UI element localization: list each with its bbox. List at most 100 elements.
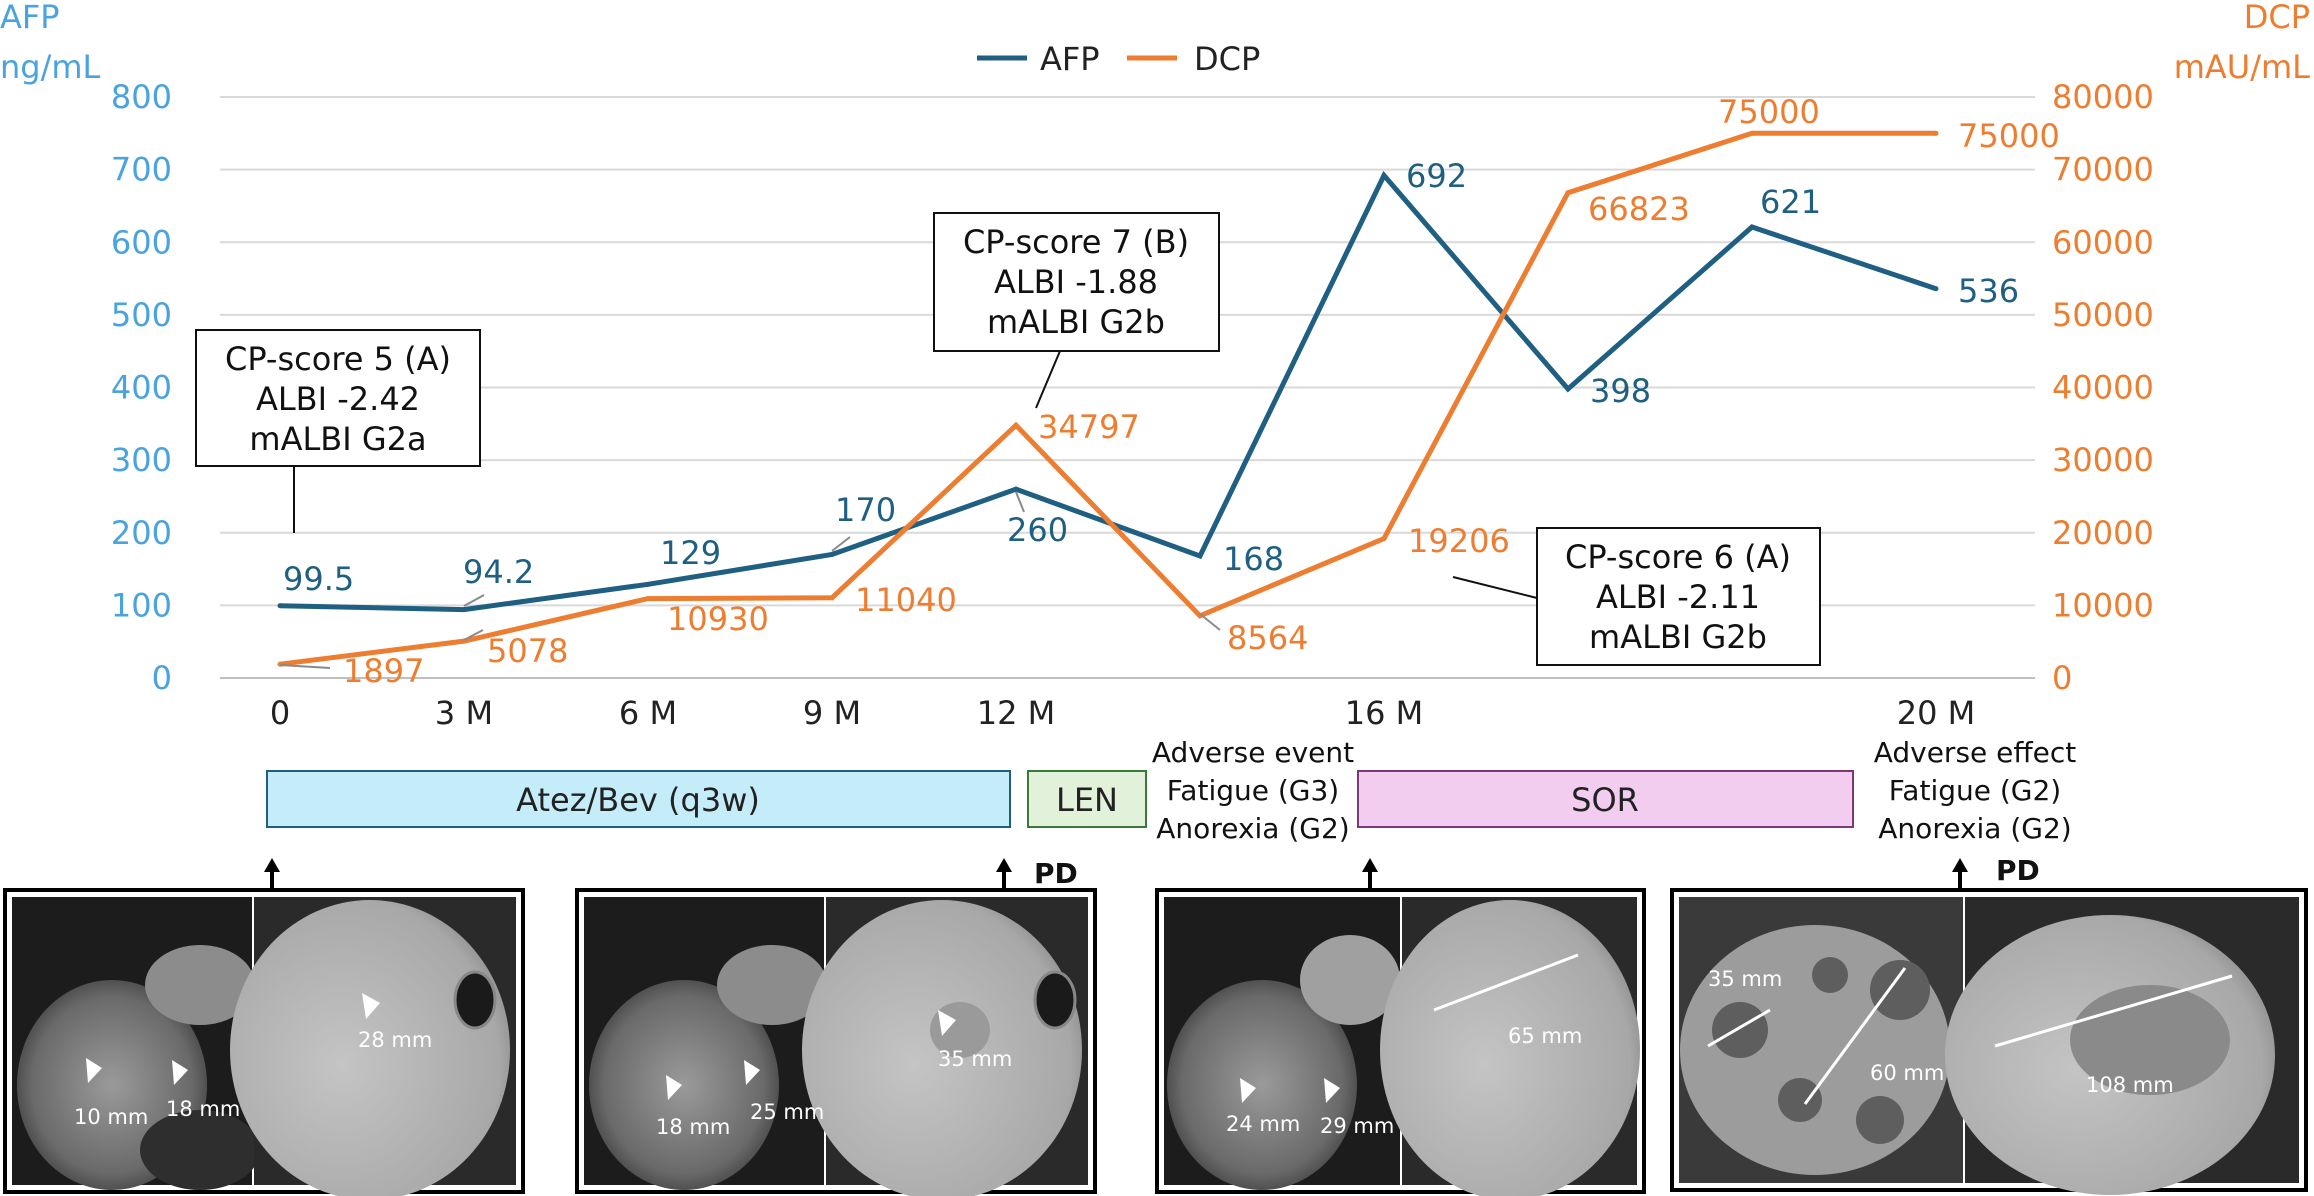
- annotation-text: ALBI -2.11: [1596, 578, 1760, 616]
- leader-line: [831, 536, 851, 552]
- scan-measurement: 35 mm: [1708, 967, 1782, 991]
- adverse-event-2: Adverse effect Fatigue (G2) Anorexia (G2…: [1874, 736, 2077, 845]
- up-arrow-icon: [1362, 858, 1378, 888]
- x-tick-label: 20 M: [1897, 694, 1976, 732]
- dcp-data-label: 11040: [855, 581, 957, 619]
- afp-point: [1013, 486, 1019, 492]
- y-right-title-1: DCP: [2244, 0, 2310, 36]
- scan-measurement: 18 mm: [166, 1097, 240, 1121]
- y-left-tick-label: 500: [111, 296, 172, 334]
- afp-point: [1933, 286, 1939, 292]
- y-right-tick-label: 0: [2052, 659, 2072, 697]
- pd-label: PD: [1034, 857, 1078, 890]
- scan-measurement: 25 mm: [750, 1100, 824, 1124]
- y-right-tick-label: 40000: [2052, 369, 2154, 407]
- x-ticks: 0 3 M 6 M 9 M 12 M 16 M 20 M: [270, 694, 1975, 732]
- y-right-tick-label: 60000: [2052, 223, 2154, 261]
- annotation-box-1: CP-score 5 (A) ALBI -2.42 mALBI G2a: [195, 329, 481, 533]
- dcp-series-line: [279, 130, 1936, 667]
- legend: AFP DCP: [977, 40, 1260, 78]
- afp-data-label: 621: [1760, 183, 1821, 221]
- y-left-tick-label: 600: [111, 223, 172, 261]
- dcp-point: [1749, 130, 1755, 136]
- y-left-ticks: 0 100 200 300 400 500 600 700 800: [111, 78, 172, 697]
- y-right-title-2: mAU/mL: [2174, 48, 2310, 86]
- up-arrow-icon: [996, 858, 1012, 888]
- afp-data-label: 168: [1223, 540, 1284, 578]
- afp-data-label: 129: [660, 534, 721, 572]
- y-right-tick-label: 30000: [2052, 441, 2154, 479]
- afp-data-label: 94.2: [463, 553, 534, 591]
- scan-measurement: 28 mm: [358, 1028, 432, 1052]
- scan-measurement: 108 mm: [2086, 1073, 2174, 1097]
- adverse-event-text: Fatigue (G2): [1889, 774, 2061, 807]
- dcp-data-label: 75000: [1958, 117, 2060, 155]
- dcp-data-label: 19206: [1408, 522, 1510, 560]
- legend-afp-label: AFP: [1040, 40, 1100, 78]
- afp-data-label: 170: [835, 491, 896, 529]
- afp-point: [829, 552, 835, 558]
- y-left-title-1: AFP: [0, 0, 60, 36]
- annotation-text: CP-score 5 (A): [225, 340, 451, 378]
- scan-panel-4: 35 mm 60 mm 108 mm: [1670, 888, 2308, 1195]
- y-right-ticks: 0 10000 20000 30000 40000 50000 60000 70000 8000…: [2052, 78, 2154, 697]
- y-left-title-2: ng/mL: [0, 48, 101, 86]
- adverse-event-text: Adverse event: [1152, 736, 1354, 769]
- leader-line: [463, 629, 484, 641]
- y-right-tick-label: 50000: [2052, 296, 2154, 334]
- scan-measurement: 65 mm: [1508, 1024, 1582, 1048]
- dcp-data-labels: 1897 5078 10930 11040 34797 8564 19206 6…: [343, 93, 2060, 690]
- afp-data-labels: 99.5 94.2 129 170 260 168 692 398 621 53…: [283, 157, 2019, 598]
- annotation-text: CP-score 7 (B): [963, 223, 1189, 261]
- afp-point: [277, 603, 283, 609]
- leader-line: [279, 664, 331, 669]
- leader-line: [1199, 613, 1221, 631]
- y-left-tick-label: 800: [111, 78, 172, 116]
- dcp-data-label: 1897: [343, 652, 424, 690]
- x-tick-label: 12 M: [977, 694, 1056, 732]
- dcp-data-label: 66823: [1588, 190, 1690, 228]
- scan-measurement: 24 mm: [1226, 1112, 1300, 1136]
- up-arrow-icon: [1952, 858, 1968, 888]
- scan-measurement: 18 mm: [656, 1115, 730, 1139]
- adverse-event-text: Anorexia (G2): [1878, 812, 2071, 845]
- y-left-tick-label: 400: [111, 369, 172, 407]
- treatment-bar-len: LEN: [1027, 770, 1147, 828]
- leader-line: [463, 594, 485, 607]
- afp-point: [1749, 224, 1755, 230]
- annotation-box-3: CP-score 6 (A) ALBI -2.11 mALBI G2b: [1452, 527, 1821, 666]
- y-left-tick-label: 200: [111, 514, 172, 552]
- treatment-label: LEN: [1056, 781, 1118, 819]
- afp-point: [1565, 386, 1571, 392]
- treatment-bar-sor: SOR: [1357, 770, 1854, 828]
- afp-data-label: 692: [1406, 157, 1467, 195]
- adverse-event-text: Anorexia (G2): [1156, 812, 1349, 845]
- dcp-point: [1381, 536, 1387, 542]
- annotation-text: CP-score 6 (A): [1565, 538, 1791, 576]
- x-tick-label: 3 M: [435, 694, 493, 732]
- scan-measurement: 29 mm: [1320, 1114, 1394, 1138]
- dcp-data-label: 10930: [667, 600, 769, 638]
- dcp-data-label: 8564: [1227, 619, 1308, 657]
- scan-measurement: 10 mm: [74, 1105, 148, 1129]
- afp-point: [461, 607, 467, 613]
- y-right-tick-label: 70000: [2052, 151, 2154, 189]
- treatment-label: SOR: [1571, 781, 1639, 819]
- afp-data-label: 398: [1590, 372, 1651, 410]
- adverse-event-text: Fatigue (G3): [1167, 774, 1339, 807]
- dcp-point: [829, 595, 835, 601]
- annotation-text: ALBI -2.42: [256, 380, 420, 418]
- afp-data-label: 260: [1007, 511, 1068, 549]
- legend-dcp-label: DCP: [1194, 40, 1260, 78]
- dcp-point: [1013, 422, 1019, 428]
- treatment-bar-atez-bev: Atez/Bev (q3w): [266, 770, 1011, 828]
- scan-panel-3: 24 mm 29 mm 65 mm: [1155, 888, 1646, 1196]
- up-arrows: [264, 858, 1968, 888]
- adverse-event-1: Adverse event Fatigue (G3) Anorexia (G2): [1152, 736, 1354, 845]
- up-arrow-icon: [264, 858, 280, 888]
- annotation-text: ALBI -1.88: [994, 263, 1158, 301]
- dcp-data-label: 75000: [1718, 93, 1820, 131]
- annotation-text: mALBI G2b: [1589, 618, 1767, 656]
- dcp-point: [1565, 190, 1571, 196]
- y-right-tick-label: 80000: [2052, 78, 2154, 116]
